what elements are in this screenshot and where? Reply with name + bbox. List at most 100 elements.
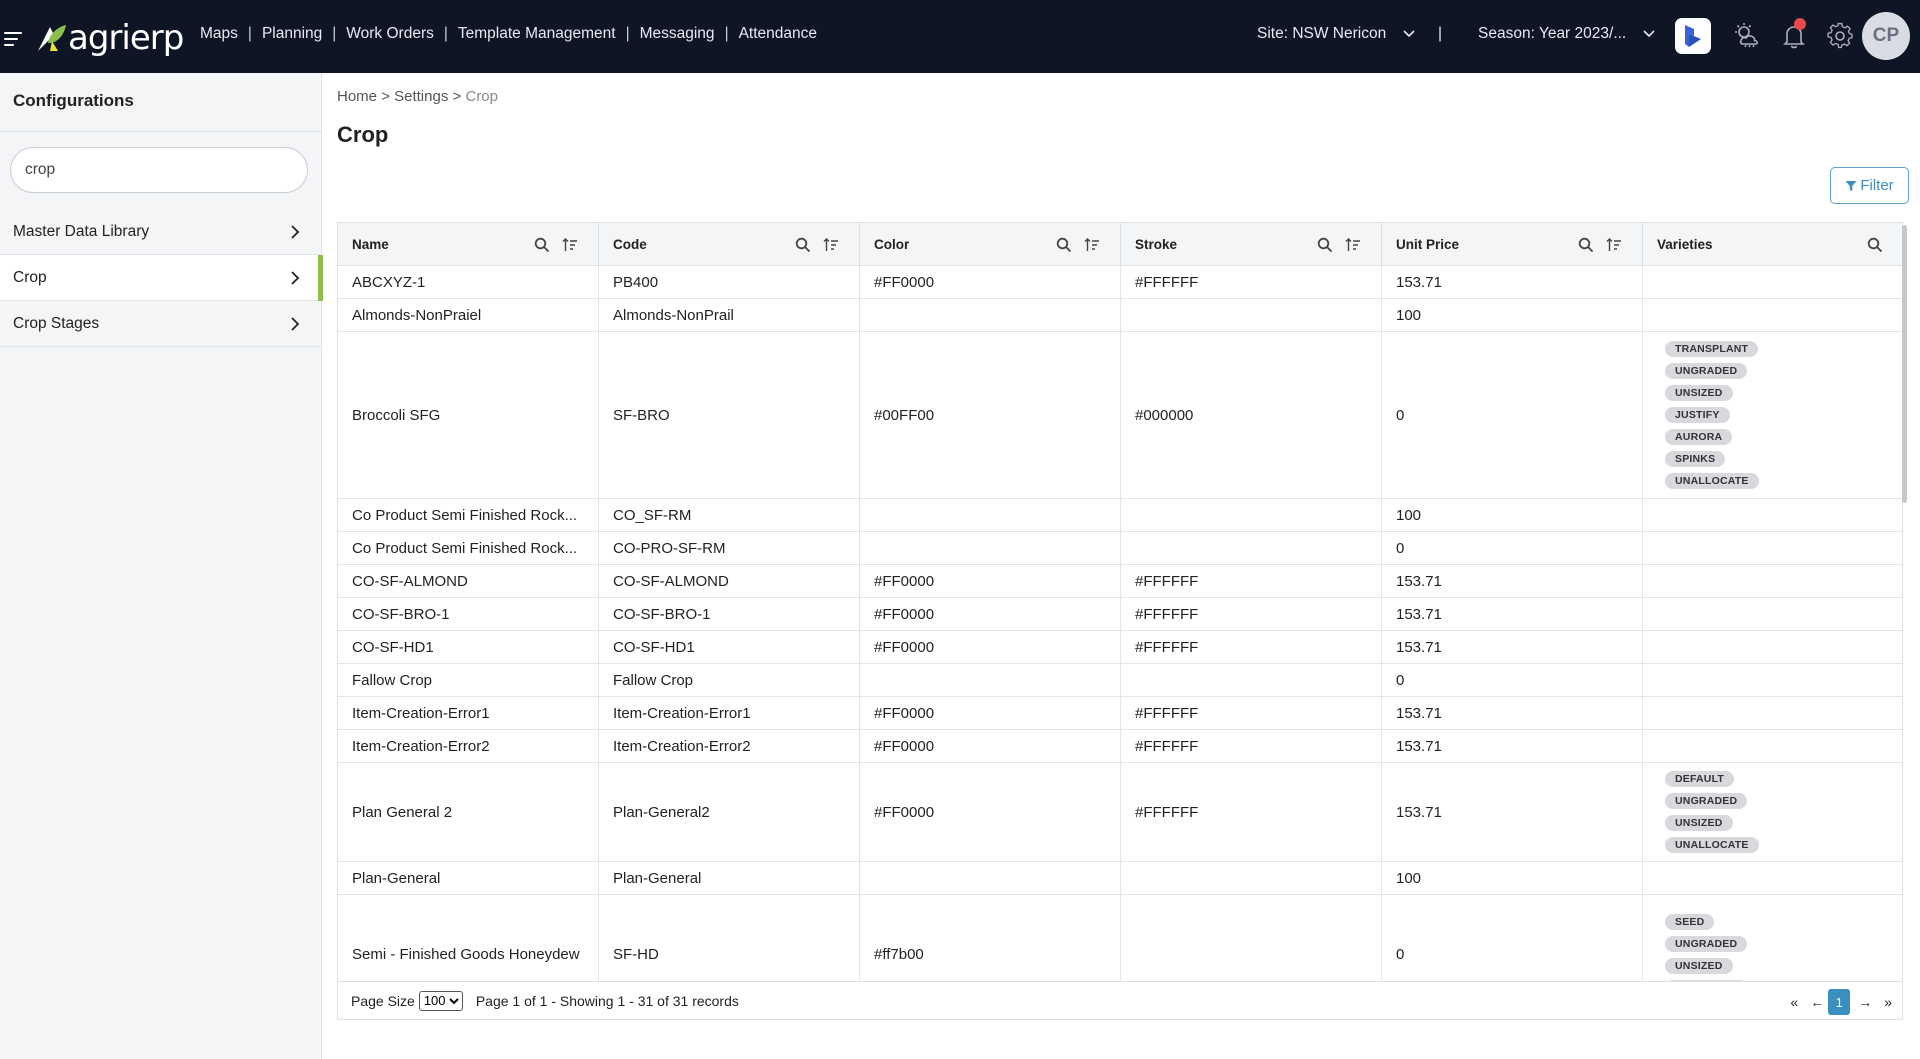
cell-text: Broccoli SFG: [352, 406, 441, 424]
current-page-button[interactable]: 1: [1828, 989, 1851, 1015]
cell-text: CO-SF-BRO-1: [613, 605, 711, 623]
column-header-code[interactable]: Code: [599, 223, 860, 266]
table-row[interactable]: CO-SF-HD1 CO-SF-HD1 #FF0000 #FFFFFF 153.71: [338, 631, 1902, 664]
variety-badge: AURORA: [1665, 429, 1733, 445]
last-page-button[interactable]: »: [1884, 994, 1892, 1010]
gear-icon[interactable]: [1825, 21, 1855, 51]
column-header-varieties[interactable]: Varieties: [1643, 223, 1902, 266]
cell-color: #FF0000: [860, 763, 1121, 861]
cell-name: Plan-General: [338, 862, 599, 894]
cell-text: Almonds-NonPraiel: [352, 306, 482, 324]
nav-item-work-orders[interactable]: Work Orders: [346, 25, 434, 42]
cell-text: 153.71: [1396, 737, 1442, 755]
sort-icon[interactable]: [562, 237, 578, 253]
column-header-name[interactable]: Name: [338, 223, 599, 266]
cell-color: [860, 299, 1121, 331]
search-icon[interactable]: [1317, 237, 1333, 253]
nav-separator: |: [443, 25, 448, 42]
app-logo[interactable]: agrierp: [36, 20, 184, 56]
breadcrumb-home[interactable]: Home: [337, 88, 378, 105]
cell-varieties: [1643, 299, 1902, 331]
table-row[interactable]: Co Product Semi Finished Rock... CO_SF-RM…: [338, 499, 1902, 532]
cell-code: CO-PRO-SF-RM: [599, 532, 860, 564]
sort-icon[interactable]: [823, 237, 839, 253]
cell-color: [860, 499, 1121, 531]
nav-separator: |: [247, 25, 252, 42]
cell-stroke: #FFFFFF: [1121, 763, 1382, 861]
cell-text: ABCXYZ-1: [352, 273, 426, 291]
table-row[interactable]: Co Product Semi Finished Rock... CO-PRO-S…: [338, 532, 1902, 565]
cell-text: Semi - Finished Goods Honeydew: [352, 946, 580, 963]
first-page-button[interactable]: «: [1790, 994, 1799, 1010]
cell-text: 100: [1396, 506, 1422, 524]
column-header-label: Varieties: [1657, 237, 1713, 252]
season-label: Season: Year 2023/...: [1478, 25, 1627, 42]
menu-icon[interactable]: [4, 30, 24, 46]
table-row[interactable]: Item-Creation-Error1 Item-Creation-Error1…: [338, 697, 1902, 730]
search-icon[interactable]: [1578, 237, 1594, 253]
search-icon[interactable]: [1056, 237, 1072, 253]
sidebar-item-crop-stages[interactable]: Crop Stages: [0, 301, 322, 347]
table-row[interactable]: Plan General 2 Plan-General2 #FF0000 #FFFFF…: [338, 763, 1902, 862]
sort-icon[interactable]: [1084, 237, 1100, 253]
notification-badge: [1794, 18, 1806, 30]
cell-text: Almonds-NonPrail: [613, 306, 734, 324]
search-icon[interactable]: [534, 237, 550, 253]
cell-text: PB400: [613, 273, 659, 291]
table-row[interactable]: Plan-General Plan-General 100: [338, 862, 1902, 895]
site-selector[interactable]: Site: NSW Nericon: [1257, 25, 1416, 43]
nav-item-template-management[interactable]: Template Management: [457, 25, 616, 42]
table-row[interactable]: CO-SF-BRO-1 CO-SF-BRO-1 #FF0000 #FFFFFF 153.…: [338, 598, 1902, 631]
table-row[interactable]: CO-SF-ALMOND CO-SF-ALMOND #FF0000 #FFFFFF 15…: [338, 565, 1902, 598]
cell-text: Co Product Semi Finished Rock...: [352, 539, 578, 557]
variety-badge: TRANSPLANT: [1665, 341, 1759, 357]
cell-unit-price: 153.71: [1382, 266, 1643, 298]
dynamics-icon: [1685, 25, 1701, 47]
search-icon[interactable]: [1867, 237, 1883, 253]
table-row[interactable]: Broccoli SFG SF-BRO #00FF00 #000000 0 TRANSPL…: [338, 332, 1902, 499]
cell-text: #FF0000: [874, 273, 935, 291]
weather-icon[interactable]: [1733, 21, 1763, 51]
table-row[interactable]: ABCXYZ-1 PB400 #FF0000 #FFFFFF 153.71: [338, 266, 1902, 299]
sidebar-item-master-data-library[interactable]: Master Data Library: [0, 209, 322, 255]
table-row[interactable]: Almonds-NonPraiel Almonds-NonPrail 100: [338, 299, 1902, 332]
search-icon[interactable]: [795, 237, 811, 253]
app-switcher-button[interactable]: [1675, 18, 1711, 54]
page-size-label: Page Size: [351, 992, 415, 1009]
cell-text: #FFFFFF: [1135, 737, 1199, 755]
cell-varieties: [1643, 664, 1902, 696]
sidebar-item-label: Master Data Library: [13, 222, 150, 240]
nav-item-maps[interactable]: Maps: [200, 25, 238, 42]
table-row[interactable]: Fallow Crop Fallow Crop 0: [338, 664, 1902, 697]
cell-code: SF-BRO: [599, 332, 860, 498]
next-page-button[interactable]: →: [1858, 994, 1873, 1010]
nav-item-planning[interactable]: Planning: [261, 25, 323, 42]
season-selector[interactable]: Season: Year 2023/...: [1478, 25, 1656, 43]
sort-icon[interactable]: [1606, 237, 1622, 253]
column-header-label: Code: [613, 237, 647, 252]
nav-item-attendance[interactable]: Attendance: [738, 25, 818, 42]
sort-icon[interactable]: [1345, 237, 1361, 253]
table-row[interactable]: Semi - Finished Goods Honeydew SF-HD #ff7b…: [338, 895, 1902, 981]
table-scrollbar[interactable]: [1902, 225, 1907, 503]
prev-page-button[interactable]: ←: [1810, 994, 1825, 1010]
cell-name: Almonds-NonPraiel: [338, 299, 599, 331]
column-header-stroke[interactable]: Stroke: [1121, 223, 1382, 266]
cell-code: CO-SF-ALMOND: [599, 565, 860, 597]
sidebar-search-input[interactable]: [10, 147, 308, 193]
column-header-label: Unit Price: [1396, 237, 1460, 252]
table-row[interactable]: Item-Creation-Error2 Item-Creation-Error2…: [338, 730, 1902, 763]
user-avatar[interactable]: CP: [1862, 12, 1910, 60]
column-header-color[interactable]: Color: [860, 223, 1121, 266]
table-header: Name Code Color Stroke Unit Price Varieties: [338, 223, 1902, 266]
sidebar-item-crop[interactable]: Crop: [0, 255, 323, 301]
chevron-down-icon: [1403, 30, 1415, 38]
breadcrumb-settings[interactable]: Settings: [394, 88, 449, 105]
filter-button[interactable]: Filter: [1830, 167, 1909, 204]
nav-item-messaging[interactable]: Messaging: [639, 25, 715, 42]
column-header-unit-price[interactable]: Unit Price: [1382, 223, 1643, 266]
logo-leaf-icon: [38, 25, 66, 51]
page-size-select[interactable]: 100: [418, 990, 463, 1011]
cell-code: Plan-General2: [599, 763, 860, 861]
cell-unit-price: 153.71: [1382, 697, 1643, 729]
